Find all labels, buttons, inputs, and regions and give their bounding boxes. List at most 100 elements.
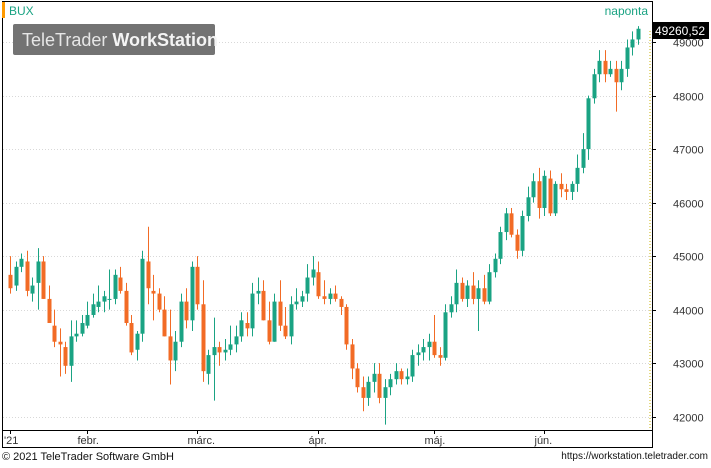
candle-body <box>140 258 145 334</box>
candle <box>217 341 222 366</box>
candle-body <box>289 304 294 337</box>
candle <box>294 288 299 310</box>
candle-body <box>460 282 465 299</box>
candle-body <box>570 183 575 192</box>
candle <box>542 170 547 216</box>
candle-body <box>526 197 531 216</box>
candle <box>438 347 443 366</box>
candle-body <box>283 325 288 337</box>
candle <box>261 280 266 321</box>
x-tick-label: jún. <box>534 435 553 447</box>
candle <box>184 288 189 329</box>
y-tick-label: 49000 <box>673 38 704 50</box>
candle-body <box>438 355 443 358</box>
candle <box>531 173 536 203</box>
x-tick-label: máj. <box>425 435 446 447</box>
candle-body <box>8 274 13 289</box>
candle <box>355 363 360 393</box>
y-tick-label: 47000 <box>673 145 704 157</box>
candle <box>113 269 118 305</box>
candle-body <box>630 39 635 48</box>
candle <box>157 288 162 313</box>
candle <box>52 309 57 348</box>
candle <box>47 285 52 323</box>
candle-body <box>19 258 24 267</box>
x-axis-frame <box>2 430 653 448</box>
candle-body <box>328 293 333 299</box>
candle <box>366 376 371 406</box>
candle-body <box>427 341 432 348</box>
candle-body <box>217 347 222 353</box>
candle <box>344 304 349 350</box>
candle-body <box>493 258 498 273</box>
candle <box>476 280 481 332</box>
candle <box>8 256 13 294</box>
candle-body <box>261 290 266 321</box>
candle <box>190 261 195 332</box>
candle-body <box>305 277 310 294</box>
candle-body <box>504 213 509 233</box>
candle <box>548 170 553 216</box>
candle <box>91 293 96 318</box>
candle <box>608 60 613 77</box>
candle-body <box>333 293 338 299</box>
copyright-text: © 2021 TeleTrader Software GmbH <box>2 451 174 463</box>
last-price-label: 49260,52 <box>655 24 705 38</box>
candle-body <box>212 347 217 356</box>
candle-body <box>405 376 410 380</box>
candle-body <box>179 301 184 342</box>
candle <box>471 272 476 305</box>
candle <box>592 68 597 104</box>
source-url: https://workstation.teletrader.com <box>561 451 708 462</box>
candle-body <box>74 333 79 337</box>
candle <box>322 280 327 305</box>
candle <box>416 344 421 366</box>
candle-body <box>515 234 520 251</box>
candle <box>460 277 465 302</box>
candle <box>107 269 112 310</box>
candle-body <box>377 373 382 398</box>
candle-body <box>135 333 140 350</box>
candle <box>421 339 426 361</box>
candle <box>223 339 228 361</box>
candle <box>328 288 333 305</box>
candle-body <box>91 304 96 315</box>
y-tick-label: 48000 <box>673 92 704 104</box>
candle <box>140 250 145 342</box>
x-tick-label: márc. <box>188 435 216 447</box>
candle-body <box>58 341 63 345</box>
candle-body <box>14 266 19 286</box>
candle-body <box>465 285 470 299</box>
candle-body <box>157 293 162 310</box>
candle <box>316 261 321 299</box>
candle-body <box>509 213 514 235</box>
candle-body <box>361 387 366 398</box>
candle-body <box>564 189 569 192</box>
candle <box>239 312 244 342</box>
candle-body <box>162 309 167 337</box>
candle <box>498 226 503 265</box>
watermark-background <box>13 24 215 55</box>
y-tick-label: 42000 <box>673 413 704 425</box>
x-tick-label: ápr. <box>309 435 327 447</box>
candle-body <box>531 181 536 198</box>
candle <box>234 325 239 353</box>
candle <box>394 363 399 385</box>
candle <box>300 290 305 307</box>
candle <box>449 296 454 318</box>
candle-body <box>482 288 487 302</box>
candle-body <box>355 368 360 388</box>
candle-body <box>278 301 283 326</box>
candle <box>537 167 542 219</box>
grid-lines <box>3 42 652 418</box>
y-tick-label: 44000 <box>673 306 704 318</box>
candle <box>520 210 525 257</box>
candle <box>25 250 30 297</box>
watermark-brand-bold: WorkStation <box>112 30 218 50</box>
period-label: naponta <box>605 4 649 18</box>
candle-body <box>421 347 426 353</box>
candle <box>443 304 448 361</box>
candle <box>504 207 509 241</box>
candle-body <box>410 355 415 377</box>
